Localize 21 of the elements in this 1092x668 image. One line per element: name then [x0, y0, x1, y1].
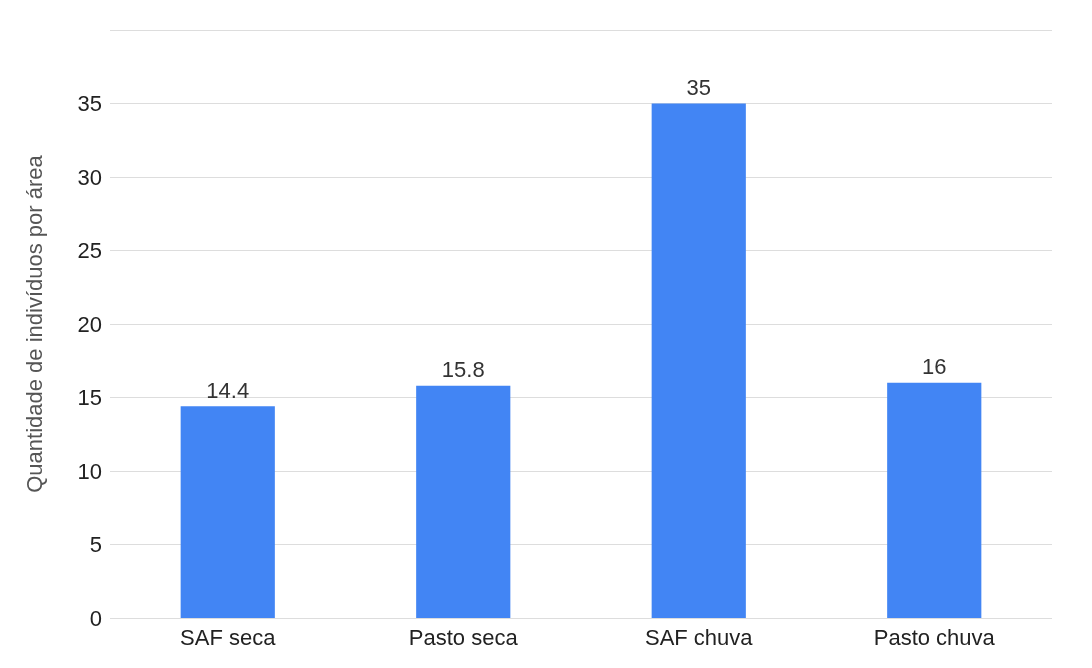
- y-axis-title: Quantidade de indivíduos por área: [21, 154, 47, 493]
- y-tick-label: 5: [89, 532, 102, 557]
- y-tick-label: 35: [77, 91, 102, 116]
- data-label: 14.4: [206, 377, 250, 403]
- x-tick-label: SAF chuva: [644, 624, 754, 650]
- data-label: 15.8: [441, 357, 485, 383]
- data-label: 35: [686, 75, 711, 100]
- x-tick-label: SAF seca: [180, 624, 277, 650]
- bar: [887, 382, 982, 618]
- x-tick-label: Pasto chuva: [873, 624, 996, 650]
- bar: [416, 385, 511, 618]
- y-tick-label: 25: [77, 238, 102, 263]
- data-label: 16: [922, 354, 947, 380]
- y-tick-label: 10: [77, 458, 102, 484]
- x-tick-label: Pasto seca: [408, 624, 519, 650]
- y-tick-label: 30: [77, 164, 102, 190]
- y-tick-label: 15: [77, 385, 102, 410]
- bar: [651, 103, 746, 618]
- bar: [180, 406, 275, 618]
- y-tick-label: 0: [89, 605, 102, 631]
- y-tick-label: 20: [77, 311, 102, 337]
